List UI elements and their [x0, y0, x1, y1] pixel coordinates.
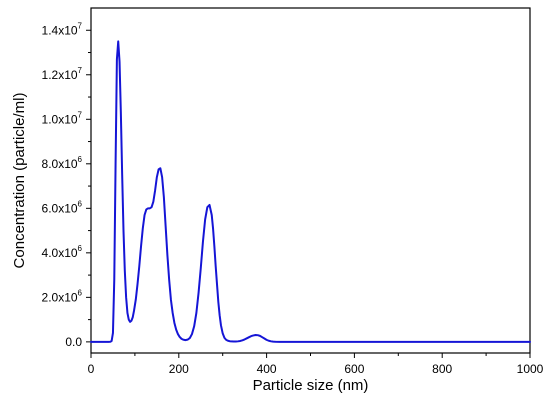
x-tick-label: 0: [88, 362, 95, 376]
x-tick-label: 1000: [517, 362, 544, 376]
y-tick-label: 1.2x107: [42, 66, 83, 82]
y-tick-exponent: 6: [78, 244, 83, 253]
y-tick-exponent: 7: [78, 21, 83, 30]
y-tick-exponent: 6: [78, 288, 83, 297]
y-tick-label: 8.0x106: [42, 155, 83, 171]
y-tick-mantissa: 6.0x10: [42, 201, 78, 215]
y-tick-mantissa: 1.0x10: [42, 112, 78, 126]
y-tick-exponent: 6: [78, 199, 83, 208]
y-tick-mantissa: 1.2x10: [42, 68, 78, 82]
y-tick-label: 1.4x107: [42, 21, 83, 37]
y-axis-ticks: 0.02.0x1064.0x1066.0x1068.0x1061.0x1071.…: [42, 21, 91, 349]
y-tick-label: 2.0x106: [42, 288, 83, 304]
y-tick-mantissa: 8.0x10: [42, 157, 78, 171]
y-tick-mantissa: 0.0: [65, 335, 82, 349]
x-axis-title: Particle size (nm): [253, 377, 369, 394]
series-line: [90, 40, 531, 343]
y-tick-exponent: 6: [78, 155, 83, 164]
y-tick-exponent: 7: [78, 66, 83, 75]
y-tick-mantissa: 2.0x10: [42, 290, 78, 304]
y-tick-mantissa: 1.4x10: [42, 23, 78, 37]
x-tick-label: 200: [169, 362, 189, 376]
y-tick-label: 1.0x107: [42, 110, 83, 126]
y-tick-exponent: 7: [78, 110, 83, 119]
y-tick-label: 6.0x106: [42, 199, 83, 215]
x-tick-label: 400: [257, 362, 277, 376]
x-axis-ticks: 0 200 400 600 800 1000: [88, 353, 544, 376]
series-lines: [90, 40, 531, 343]
y-tick-label: 0.0: [65, 335, 82, 349]
y-tick-label: 4.0x106: [42, 244, 83, 260]
y-axis-title: Concentration (particle/ml): [11, 93, 28, 269]
y-tick-mantissa: 4.0x10: [42, 246, 78, 260]
x-tick-label: 800: [432, 362, 452, 376]
x-tick-label: 600: [344, 362, 364, 376]
